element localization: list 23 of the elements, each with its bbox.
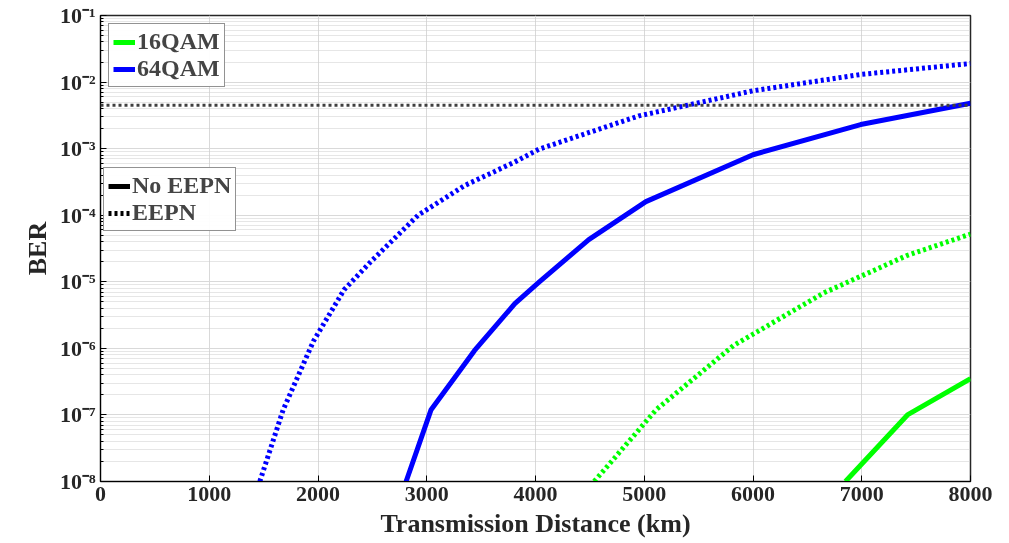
- y-tick-label: 10⁻⁵: [59, 269, 96, 295]
- y-tick-label: 10⁻⁴: [59, 202, 96, 228]
- annotation: No EEPN: [132, 172, 232, 199]
- y-axis-title: BER: [22, 221, 52, 276]
- legend-label: 16QAM: [137, 28, 220, 55]
- annotation: EEPN: [132, 199, 197, 226]
- y-tick-label: 10⁻⁸: [59, 469, 96, 494]
- y-tick-label: 10⁻³: [59, 136, 96, 162]
- y-tick-label: 10⁻⁷: [59, 402, 96, 428]
- y-tick-label: 10⁻¹: [59, 3, 96, 28]
- x-tick-label: 7000: [839, 480, 884, 506]
- x-tick-label: 3000: [404, 480, 449, 506]
- x-tick-label: 6000: [731, 480, 775, 506]
- y-tick-label: 10⁻⁶: [59, 335, 96, 361]
- x-tick-label: 8000: [948, 480, 993, 506]
- legend-label: 64QAM: [137, 55, 220, 82]
- x-tick-label: 2000: [296, 480, 340, 506]
- x-axis-title: Transmission Distance (km): [380, 508, 691, 538]
- x-tick-label: 1000: [187, 480, 232, 506]
- x-tick-label: 4000: [513, 480, 558, 506]
- y-tick-label: 10⁻²: [59, 69, 96, 95]
- x-tick-label: 0: [95, 480, 106, 506]
- x-tick-label: 5000: [622, 480, 667, 506]
